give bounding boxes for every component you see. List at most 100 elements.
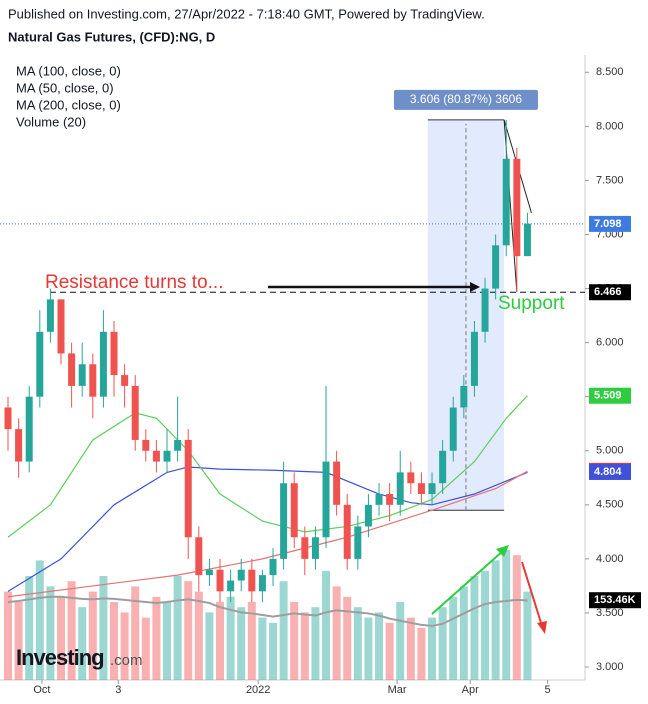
volume-bar bbox=[173, 576, 182, 680]
volume-bar bbox=[311, 607, 320, 680]
candle-body bbox=[449, 407, 457, 451]
volume-bar bbox=[35, 560, 44, 680]
candle-body bbox=[428, 483, 436, 495]
moving-average bbox=[7, 395, 528, 538]
volume-ma bbox=[7, 595, 528, 627]
x-tick-label: Oct bbox=[33, 684, 50, 696]
volume-bar bbox=[141, 617, 150, 680]
candle-body bbox=[131, 385, 139, 440]
y-tick-label: 5.000 bbox=[596, 445, 624, 457]
candle-body bbox=[152, 450, 160, 462]
x-tick-label: 3 bbox=[115, 684, 121, 696]
support-note: Support bbox=[498, 293, 565, 314]
candle-body bbox=[258, 575, 266, 592]
volume-bar bbox=[470, 576, 479, 680]
volume-bar bbox=[216, 602, 225, 680]
price-tag bbox=[589, 463, 631, 480]
candle-body bbox=[142, 439, 150, 451]
measure-label: 3.606 (80.87%) 3606 bbox=[410, 92, 522, 106]
y-tick-label: 3.000 bbox=[596, 661, 624, 673]
x-tick-label: Mar bbox=[388, 684, 407, 696]
volume-bar bbox=[459, 586, 468, 680]
volume-bar bbox=[131, 586, 140, 680]
volume-bar bbox=[523, 591, 532, 680]
candle-body bbox=[481, 288, 489, 332]
legend-entry: MA (100, close, 0) bbox=[16, 63, 121, 78]
volume-bar bbox=[290, 602, 299, 680]
y-tick-label: 8.500 bbox=[596, 66, 624, 78]
volume-bar bbox=[343, 596, 352, 680]
volume-bar bbox=[99, 576, 108, 680]
price-tag bbox=[589, 387, 631, 404]
candle-body bbox=[396, 472, 404, 505]
candle-body bbox=[492, 245, 500, 289]
resistance-note: Resistance turns to... bbox=[45, 272, 223, 293]
candle-body bbox=[248, 569, 256, 592]
candle-body bbox=[184, 439, 192, 538]
candle-body bbox=[311, 537, 319, 559]
candle-body bbox=[205, 569, 213, 576]
candle-body bbox=[364, 504, 372, 527]
candle-body bbox=[216, 569, 224, 592]
arrow bbox=[431, 549, 505, 615]
volume-bar bbox=[406, 617, 415, 680]
legend-entry: MA (50, close, 0) bbox=[16, 80, 114, 95]
candle-body bbox=[25, 396, 33, 462]
volume-bar bbox=[279, 581, 288, 680]
volume-bar bbox=[396, 602, 405, 680]
measure-label-box bbox=[393, 89, 538, 110]
candle-body bbox=[163, 450, 171, 462]
price-tag-label: 6.466 bbox=[594, 286, 622, 298]
candle-body bbox=[333, 461, 341, 505]
candle-body bbox=[78, 364, 86, 386]
volume-bar bbox=[237, 607, 246, 680]
logo-suffix: .com bbox=[110, 652, 143, 669]
volume-bar bbox=[88, 591, 97, 680]
volume-bar bbox=[364, 617, 373, 680]
candle-body bbox=[15, 429, 23, 462]
volume-bar bbox=[449, 596, 458, 680]
candle-body bbox=[46, 299, 54, 332]
volume-bar bbox=[163, 602, 172, 680]
volume-bar bbox=[512, 555, 521, 680]
volume-bar bbox=[332, 586, 341, 680]
volume-bar bbox=[481, 570, 490, 680]
volume-bar bbox=[67, 581, 76, 680]
candle-body bbox=[110, 331, 118, 376]
x-tick-label: Apr bbox=[462, 684, 479, 696]
y-tick-label: 4.500 bbox=[596, 499, 624, 511]
volume-bar bbox=[110, 602, 119, 680]
candle-body bbox=[99, 331, 107, 397]
price-tag-label: 7.098 bbox=[594, 218, 622, 230]
volume-bar bbox=[120, 612, 129, 680]
arrow-head bbox=[537, 621, 547, 634]
candle-body bbox=[237, 569, 245, 581]
header: Published on Investing.com, 27/Apr/2022 … bbox=[8, 6, 485, 21]
candle-body bbox=[502, 158, 510, 246]
volume-bar bbox=[78, 607, 87, 680]
volume-bar bbox=[438, 607, 447, 680]
price-tag-label: 5.509 bbox=[594, 390, 622, 402]
volume-bar bbox=[491, 560, 500, 680]
volume-bar bbox=[14, 602, 23, 680]
chart-title: Natural Gas Futures, (CFD):NG, D bbox=[8, 29, 215, 44]
volume-bar bbox=[428, 617, 437, 680]
legend-entry: Volume (20) bbox=[16, 114, 86, 129]
volume-bar bbox=[417, 628, 426, 680]
y-tick-label: 4.000 bbox=[596, 553, 624, 565]
candle-body bbox=[301, 537, 309, 559]
candle-body bbox=[460, 385, 468, 408]
arrow-head bbox=[496, 545, 509, 557]
candle-body bbox=[269, 558, 277, 576]
y-tick-label: 7.500 bbox=[596, 174, 624, 186]
candle-body bbox=[290, 483, 298, 538]
volume-bar bbox=[194, 591, 203, 680]
candle-body bbox=[322, 461, 330, 538]
volume-bar bbox=[46, 586, 55, 680]
candle-body bbox=[439, 450, 447, 484]
volume-bar bbox=[226, 596, 235, 680]
volume-tag-label: 153.46K bbox=[594, 594, 636, 606]
volume-bar bbox=[269, 622, 278, 680]
